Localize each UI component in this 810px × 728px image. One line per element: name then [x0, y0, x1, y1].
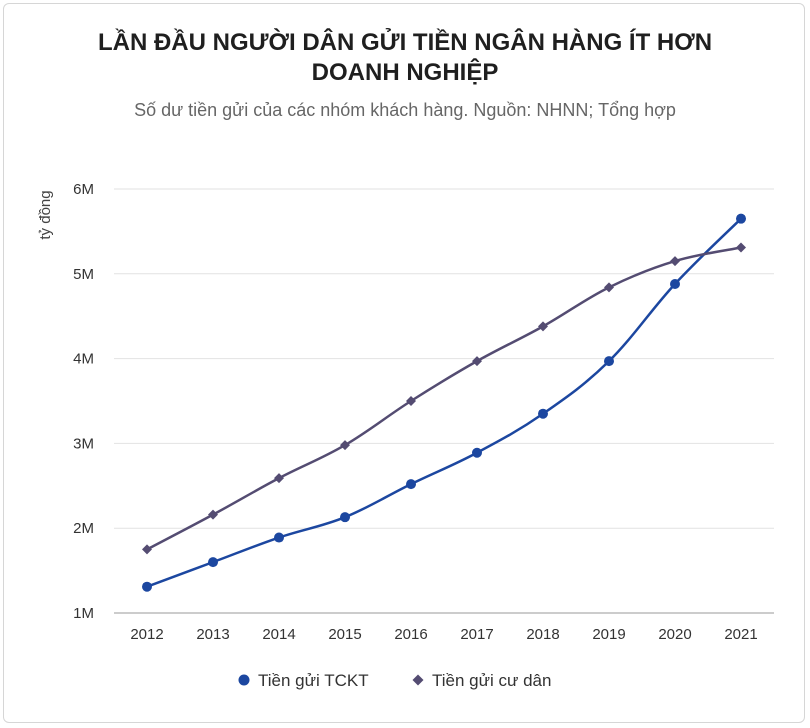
data-point[interactable]: [142, 581, 152, 592]
data-point[interactable]: [736, 213, 746, 224]
series-line: [146, 246, 742, 551]
legend: Tiền gửi TCKT Tiền gửi cư dân: [238, 671, 552, 690]
y-tick-label: 4M: [73, 351, 94, 368]
y-axis-ticks: 1M 2M 3M 4M 5M 6M: [73, 181, 94, 622]
chart-card: [3, 3, 805, 723]
x-tick-label: 2018: [526, 626, 559, 643]
data-point[interactable]: [670, 278, 680, 289]
grid-lines: [114, 188, 774, 614]
chart-subtitle: Số dư tiền gửi của các nhóm khách hàng. …: [134, 100, 676, 120]
data-point[interactable]: [340, 440, 350, 451]
series-layer: [142, 213, 746, 592]
data-point[interactable]: [538, 408, 548, 419]
chart-title-line-2: DOANH NGHIỆP: [311, 59, 499, 86]
x-axis-ticks: 2012 2013 2014 2015 2016 2017 2018 2019 2020 2021: [130, 626, 757, 643]
legend-item[interactable]: Tiền gửi TCKT: [238, 671, 369, 690]
data-point[interactable]: [406, 479, 416, 490]
data-point[interactable]: [208, 557, 218, 568]
x-tick-label: 2021: [724, 626, 757, 643]
legend-label: Tiền gửi cư dân: [432, 671, 551, 690]
data-point[interactable]: [670, 256, 680, 267]
series-1: [142, 213, 746, 592]
data-point[interactable]: [340, 512, 350, 523]
legend-label: Tiền gửi TCKT: [258, 671, 369, 690]
y-tick-label: 1M: [73, 605, 94, 622]
y-tick-label: 5M: [73, 266, 94, 283]
data-point[interactable]: [274, 532, 284, 543]
x-tick-label: 2020: [658, 626, 691, 643]
data-point[interactable]: [472, 356, 482, 367]
x-tick-label: 2012: [130, 626, 163, 643]
y-tick-label: 3M: [73, 435, 94, 452]
x-tick-label: 2016: [394, 626, 427, 643]
data-point[interactable]: [208, 509, 218, 520]
series-2: [142, 242, 746, 555]
y-tick-label: 2M: [73, 520, 94, 537]
data-point[interactable]: [142, 544, 152, 555]
x-tick-label: 2013: [196, 626, 229, 643]
x-tick-label: 2019: [592, 626, 625, 643]
y-tick-label: 6M: [73, 181, 94, 198]
chart-title-line-1: LẦN ĐẦU NGƯỜI DÂN GỬI TIỀN NGÂN HÀNG ÍT …: [97, 29, 713, 56]
y-axis-label: tỷ đồng: [37, 190, 54, 239]
legend-diamond-icon: [412, 674, 424, 686]
series-line: [146, 217, 742, 588]
data-point[interactable]: [604, 356, 614, 367]
x-tick-label: 2014: [262, 626, 295, 643]
chart-title: LẦN ĐẦU NGƯỜI DÂN GỬI TIỀN NGÂN HÀNG ÍT …: [0, 28, 810, 88]
data-point[interactable]: [736, 242, 746, 253]
legend-item[interactable]: Tiền gửi cư dân: [412, 671, 552, 690]
data-point[interactable]: [604, 282, 614, 293]
data-point[interactable]: [274, 473, 284, 484]
data-point[interactable]: [406, 396, 416, 406]
legend-circle-icon: [238, 674, 250, 686]
x-tick-label: 2015: [328, 626, 361, 643]
data-point[interactable]: [472, 447, 482, 458]
data-point[interactable]: [538, 321, 548, 332]
x-tick-label: 2017: [460, 626, 493, 643]
